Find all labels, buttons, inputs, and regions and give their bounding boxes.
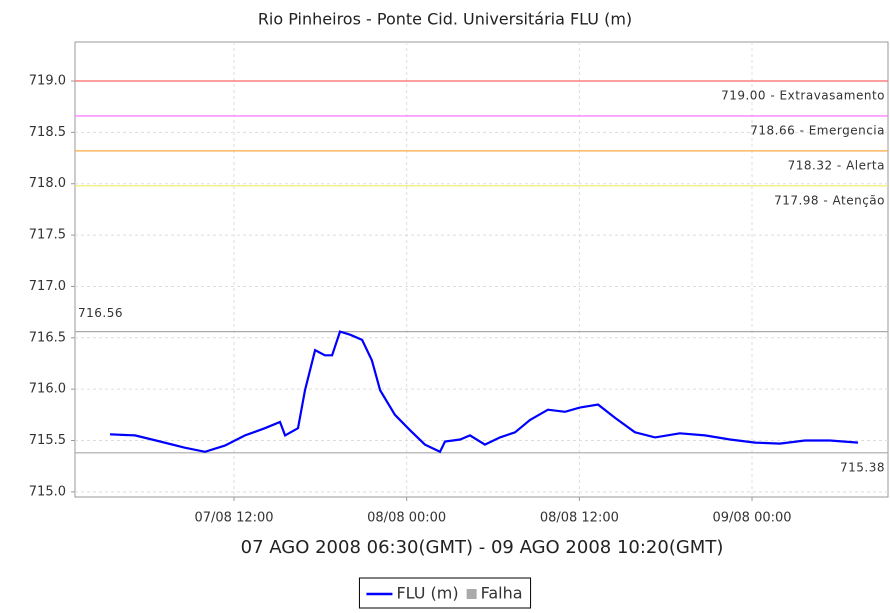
y-tick-label: 717.0 [29, 279, 66, 294]
y-tick-label: 715.5 [29, 433, 66, 448]
reference-label: 719.00 - Extravasamento [721, 89, 885, 103]
legend-swatch [466, 589, 477, 599]
y-tick-label: 718.0 [29, 176, 66, 191]
chart-subtitle: 07 AGO 2008 06:30(GMT) - 09 AGO 2008 10:… [241, 537, 724, 558]
reference-label: 715.38 [840, 460, 885, 474]
legend-label: Falha [481, 584, 523, 603]
series-line [109, 330, 859, 454]
x-tick-label: 07/08 12:00 [194, 511, 273, 526]
y-tick-label: 716.5 [29, 330, 66, 345]
plot-area [74, 41, 889, 498]
x-tick-label: 08/08 12:00 [540, 511, 619, 526]
x-tick-label: 08/08 00:00 [367, 511, 446, 526]
y-tick-label: 715.0 [29, 484, 66, 499]
x-tick-label: 09/08 00:00 [712, 511, 791, 526]
legend-label: FLU (m) [396, 584, 458, 603]
y-tick-label: 718.5 [29, 125, 66, 140]
reference-label: 716.56 [78, 306, 123, 320]
reference-label: 718.66 - Emergencia [750, 123, 885, 137]
y-tick-label: 717.5 [29, 228, 66, 243]
reference-label: 718.32 - Alerta [788, 158, 885, 172]
y-tick-label: 716.0 [29, 382, 66, 397]
y-tick-label: 719.0 [29, 74, 66, 89]
reference-label: 717.98 - Atenção [774, 193, 885, 207]
chart-title: Rio Pinheiros - Ponte Cid. Universitária… [258, 10, 632, 29]
